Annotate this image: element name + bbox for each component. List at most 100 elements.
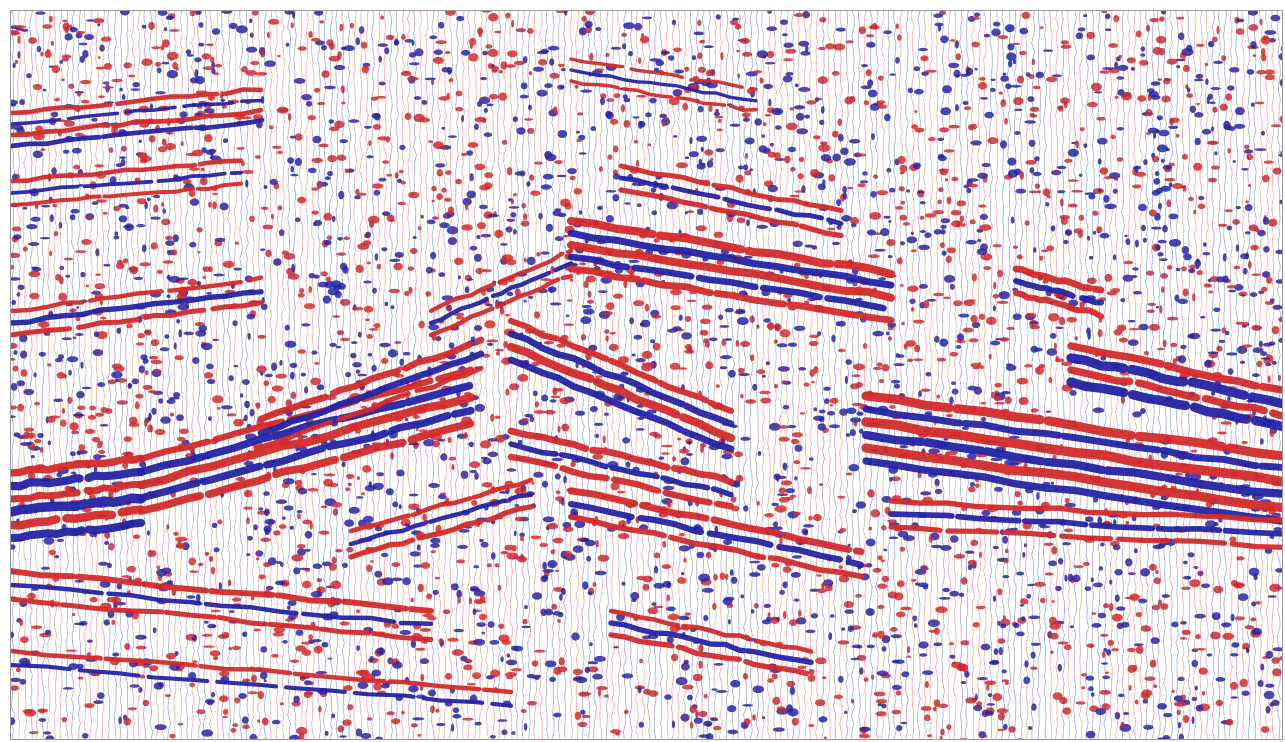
noise-blob (423, 439, 435, 447)
noise-blob (1040, 249, 1049, 253)
noise-blob (249, 32, 254, 38)
noise-blob (465, 202, 469, 211)
noise-blob (456, 589, 463, 599)
noise-blob (859, 667, 864, 675)
noise-blob (632, 116, 640, 119)
noise-blob (297, 196, 307, 204)
noise-blob (870, 191, 877, 198)
noise-blob (534, 675, 540, 681)
noise-blob (729, 569, 734, 576)
noise-blob (508, 206, 520, 209)
noise-blob (39, 237, 51, 240)
noise-blob (1075, 701, 1086, 705)
noise-blob (457, 544, 469, 549)
noise-blob (149, 103, 154, 110)
noise-blob (1033, 247, 1037, 253)
noise-blob (669, 362, 681, 370)
noise-blob (326, 235, 333, 240)
noise-blob (544, 660, 557, 668)
noise-blob (633, 140, 639, 144)
noise-blob (118, 215, 128, 223)
noise-blob (590, 126, 596, 132)
noise-blob (511, 19, 515, 28)
noise-blob (407, 266, 415, 271)
noise-blob (895, 206, 904, 210)
noise-blob (1116, 76, 1125, 80)
noise-blob (661, 564, 672, 569)
noise-blob (58, 276, 64, 285)
noise-blob (343, 45, 355, 52)
noise-blob (551, 603, 558, 610)
noise-blob (21, 28, 29, 32)
noise-blob (1019, 604, 1025, 607)
noise-blob (1244, 231, 1251, 235)
noise-blob (579, 262, 587, 266)
noise-blob (943, 275, 956, 283)
noise-blob (1074, 336, 1078, 341)
noise-blob (147, 424, 154, 433)
noise-blob (1236, 556, 1245, 561)
noise-blob (99, 424, 109, 427)
reflector-stripe (258, 365, 484, 450)
noise-blob (779, 19, 789, 25)
noise-blob (910, 231, 914, 236)
noise-blob (289, 659, 300, 663)
noise-blob (93, 454, 102, 460)
noise-blob (531, 592, 543, 600)
trace-line (791, 11, 795, 739)
noise-blob (506, 552, 519, 560)
noise-blob (511, 645, 519, 651)
trace-line (1235, 11, 1239, 739)
reflector-stripe (11, 289, 264, 326)
reflector-stripe (11, 467, 146, 491)
noise-blob (438, 96, 451, 101)
noise-blob (161, 218, 171, 226)
noise-blob (1213, 522, 1219, 527)
noise-blob (1063, 528, 1074, 533)
noise-blob (526, 181, 531, 187)
noise-blob (792, 240, 803, 247)
noise-blob (818, 143, 831, 152)
noise-blob (1172, 183, 1183, 189)
noise-blob (581, 16, 588, 22)
noise-blob (495, 348, 504, 352)
trace-line (677, 11, 681, 739)
noise-blob (339, 298, 351, 306)
noise-blob (1196, 270, 1203, 276)
noise-blob (787, 708, 799, 717)
trace-line (773, 11, 777, 739)
noise-blob (621, 673, 634, 679)
noise-blob (1097, 137, 1108, 145)
noise-blob (823, 736, 827, 739)
noise-blob (1075, 140, 1080, 149)
noise-blob (376, 263, 381, 270)
noise-blob (742, 164, 749, 171)
noise-blob (557, 63, 565, 67)
noise-blob (316, 384, 325, 391)
noise-blob (634, 22, 643, 31)
noise-blob (1050, 481, 1055, 485)
noise-blob (107, 379, 116, 385)
noise-blob (877, 555, 883, 561)
noise-blob (704, 149, 714, 156)
noise-blob (410, 723, 418, 728)
noise-blob (840, 147, 849, 156)
noise-blob (494, 30, 502, 34)
noise-blob (390, 452, 394, 460)
noise-blob (581, 714, 591, 719)
noise-blob (36, 45, 42, 53)
noise-blob (671, 653, 679, 662)
noise-blob (222, 138, 229, 144)
noise-blob (175, 536, 188, 542)
noise-blob (1031, 58, 1035, 65)
noise-blob (850, 657, 860, 661)
noise-blob (687, 210, 695, 214)
noise-blob (285, 42, 290, 47)
noise-blob (689, 705, 697, 714)
trace-line (1025, 11, 1029, 739)
noise-blob (610, 46, 622, 50)
noise-blob (1021, 616, 1026, 622)
noise-blob (420, 214, 424, 219)
noise-blob (87, 639, 93, 643)
noise-blob (782, 581, 788, 589)
